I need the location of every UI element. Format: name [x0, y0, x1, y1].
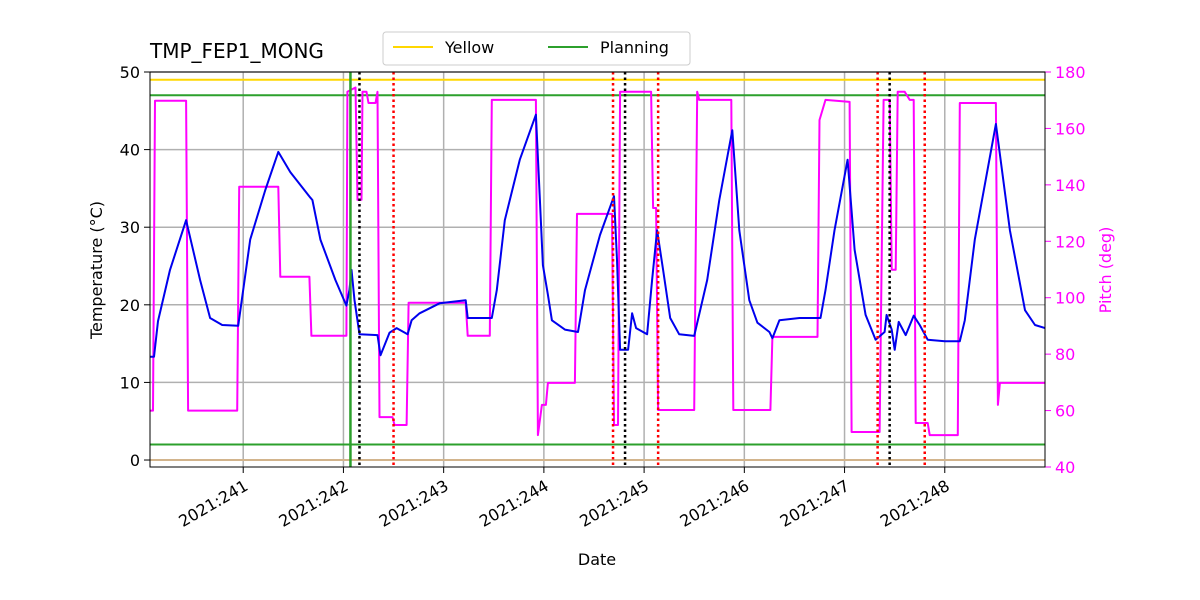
- y2-tick-label: 140: [1055, 176, 1086, 195]
- y2-tick-label: 40: [1055, 458, 1075, 477]
- y2-tick-label: 160: [1055, 119, 1086, 138]
- y-tick-label: 20: [120, 296, 140, 315]
- chart-title: TMP_FEP1_MONG: [149, 39, 324, 63]
- legend-box: [382, 31, 691, 66]
- y2-axis-label: Pitch (deg): [1096, 227, 1115, 314]
- y2-tick-label: 180: [1055, 63, 1086, 82]
- y-tick-label: 30: [120, 218, 140, 237]
- y-axis-label: Temperature (°C): [87, 201, 106, 340]
- legend: Yellow Planning: [382, 31, 691, 66]
- y2-tick-label: 100: [1055, 289, 1086, 308]
- y-tick-label: 10: [120, 373, 140, 392]
- x-axis-label: Date: [578, 550, 616, 569]
- y2-tick-label: 80: [1055, 345, 1075, 364]
- legend-label: Yellow: [444, 38, 494, 57]
- y2-tick-label: 60: [1055, 402, 1075, 421]
- y-tick-label: 50: [120, 63, 140, 82]
- plot-frame: [149, 71, 1046, 468]
- y-tick-label: 0: [130, 451, 140, 470]
- y-tick-label: 40: [120, 141, 140, 160]
- data-line: [150, 113, 1046, 358]
- legend-label: Planning: [600, 38, 669, 57]
- y2-tick-label: 120: [1055, 232, 1086, 251]
